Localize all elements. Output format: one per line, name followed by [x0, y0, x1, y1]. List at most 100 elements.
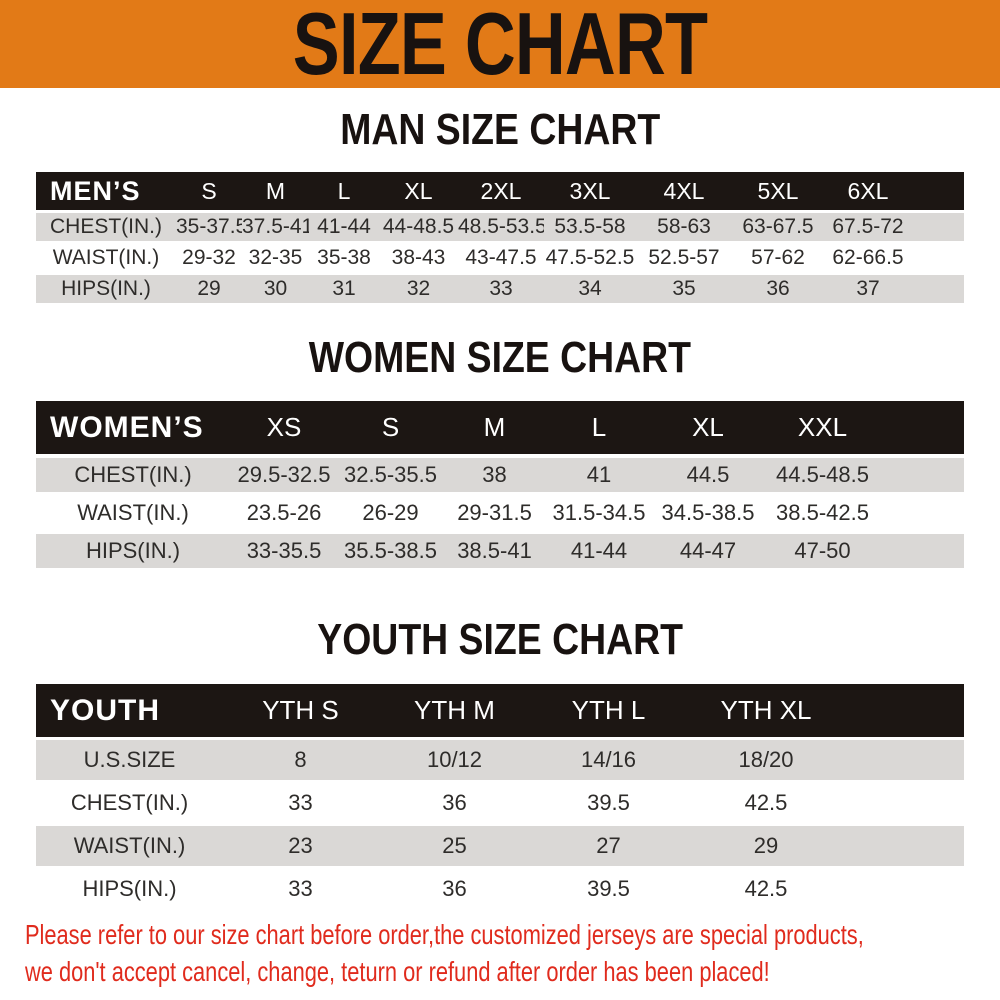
- size-cell: 29-31.5: [457, 500, 532, 525]
- size-cell: 38.5-42.5: [776, 500, 869, 525]
- women-section-heading-text: WOMEN SIZE CHART: [308, 333, 692, 382]
- size-cell: 33: [288, 876, 313, 901]
- row-filler-cell: [881, 458, 964, 492]
- size-cell: 30: [242, 275, 309, 303]
- size-column-header: YTH L: [531, 684, 686, 737]
- size-table-grid: MEN’S S M L XL 2XL 3XL 4XL 5XL 6XL CHEST(IN.) 35-37…: [36, 169, 964, 306]
- table-row: CHEST(IN.) 35-37.5 37.5-41 41-44 44-48.5 48.5…: [36, 213, 964, 241]
- size-cell: 14/16: [531, 740, 686, 780]
- row-label: CHEST(IN.): [36, 458, 230, 492]
- size-cell: 38: [443, 458, 546, 492]
- size-cell: 29: [686, 826, 846, 866]
- size-cell: 38-43: [391, 246, 446, 269]
- table-row: WAIST(IN.) 29-32 32-35 35-38 38-43 43-47.5 47.…: [36, 244, 964, 272]
- size-cell: 23.5-26: [246, 500, 322, 525]
- row-filler-cell: [912, 244, 964, 272]
- order-notice-line1: Please refer to our size chart before or…: [24, 919, 864, 950]
- size-column-header: XS: [230, 401, 338, 454]
- group-label: MEN’S: [36, 172, 176, 210]
- row-label: WAIST(IN.): [36, 826, 223, 866]
- size-column-header: 4XL: [636, 172, 732, 210]
- size-column-header: S: [176, 172, 242, 210]
- size-table-grid: YOUTH YTH S YTH M YTH L YTH XL U.S.SIZE 8 10/12…: [36, 681, 964, 912]
- row-label: HIPS(IN.): [36, 534, 230, 568]
- size-cell: 57-62: [751, 246, 805, 269]
- table-row: CHEST(IN.) 33 36 39.5 42.5: [36, 783, 964, 823]
- size-cell: 34.5-38.5: [661, 500, 755, 525]
- group-label: WOMEN’S: [36, 401, 230, 454]
- size-cell: 25: [378, 826, 531, 866]
- table-header-row: WOMEN’S XS S M L XL XXL: [36, 401, 964, 454]
- table-header-row: YOUTH YTH S YTH M YTH L YTH XL: [36, 684, 964, 737]
- size-cell: 37: [824, 275, 912, 303]
- size-cell: 35-37.5: [176, 213, 242, 241]
- row-filler-cell: [881, 496, 964, 530]
- table-row: WAIST(IN.) 23 25 27 29: [36, 826, 964, 866]
- order-notice: Please refer to our size chart before or…: [0, 916, 864, 990]
- page-title: SIZE CHART: [292, 0, 708, 93]
- women-section-heading: WOMEN SIZE CHART: [0, 335, 1000, 381]
- row-label: WAIST(IN.): [52, 246, 160, 269]
- size-cell: 29-32: [182, 246, 236, 269]
- size-cell: 29.5-32.5: [230, 458, 338, 492]
- youth-section-heading: YOUTH SIZE CHART: [0, 617, 1000, 663]
- size-cell: 62-66.5: [832, 246, 904, 269]
- table-row: HIPS(IN.) 33 36 39.5 42.5: [36, 869, 964, 909]
- size-cell: 35: [636, 275, 732, 303]
- row-filler-cell: [846, 826, 964, 866]
- size-cell: 35-38: [317, 246, 371, 269]
- size-cell: 33: [458, 275, 544, 303]
- size-cell: 33: [288, 790, 313, 815]
- table-row: WAIST(IN.) 23.5-26 26-29 29-31.5 31.5-34.5 34…: [36, 496, 964, 530]
- row-label: CHEST(IN.): [36, 213, 176, 241]
- header-filler-cell: [846, 684, 964, 737]
- size-column-header: XXL: [764, 401, 881, 454]
- size-column-header: L: [309, 172, 379, 210]
- size-column-header: 6XL: [824, 172, 912, 210]
- size-cell: 35.5-38.5: [338, 534, 443, 568]
- size-column-header: M: [242, 172, 309, 210]
- size-cell: 32: [379, 275, 458, 303]
- size-cell: 37.5-41: [242, 213, 309, 241]
- size-cell: 41-44: [546, 534, 652, 568]
- size-cell: 36: [732, 275, 824, 303]
- men-section-heading: MAN SIZE CHART: [0, 107, 1000, 153]
- men-section-heading-text: MAN SIZE CHART: [340, 105, 660, 154]
- row-label: HIPS(IN.): [36, 275, 176, 303]
- size-cell: 32-35: [248, 246, 303, 269]
- size-cell: 63-67.5: [732, 213, 824, 241]
- size-cell: 47-50: [764, 534, 881, 568]
- size-cell: 44-47: [652, 534, 764, 568]
- size-cell: 26-29: [362, 500, 419, 525]
- size-cell: 31.5-34.5: [552, 500, 646, 525]
- size-cell: 23: [223, 826, 378, 866]
- youth-size-table: YOUTH YTH S YTH M YTH L YTH XL U.S.SIZE 8 10/12…: [36, 681, 964, 912]
- size-cell: 48.5-53.5: [458, 213, 544, 241]
- size-cell: 29: [176, 275, 242, 303]
- youth-section-heading-text: YOUTH SIZE CHART: [317, 615, 683, 664]
- size-cell: 67.5-72: [824, 213, 912, 241]
- row-filler-cell: [881, 534, 964, 568]
- size-cell: 43-47.5: [465, 246, 537, 269]
- size-cell: 41-44: [309, 213, 379, 241]
- header-filler-cell: [881, 401, 964, 454]
- size-cell: 36: [442, 876, 467, 901]
- size-cell: 53.5-58: [544, 213, 636, 241]
- women-size-table: WOMEN’S XS S M L XL XXL CHEST(IN.) 29.5-32.5 32.5…: [36, 397, 964, 572]
- size-column-header: YTH M: [378, 684, 531, 737]
- size-column-header: YTH XL: [686, 684, 846, 737]
- size-cell: 44.5: [652, 458, 764, 492]
- title-banner: SIZE CHART: [0, 0, 1000, 88]
- size-cell: 18/20: [686, 740, 846, 780]
- size-cell: 41: [546, 458, 652, 492]
- size-column-header: 5XL: [732, 172, 824, 210]
- size-cell: 10/12: [378, 740, 531, 780]
- size-cell: 39.5: [587, 790, 630, 815]
- size-cell: 39.5: [587, 876, 630, 901]
- group-label: YOUTH: [36, 684, 223, 737]
- size-column-header: S: [338, 401, 443, 454]
- size-column-header: XL: [652, 401, 764, 454]
- size-column-header: 2XL: [458, 172, 544, 210]
- size-column-header: M: [443, 401, 546, 454]
